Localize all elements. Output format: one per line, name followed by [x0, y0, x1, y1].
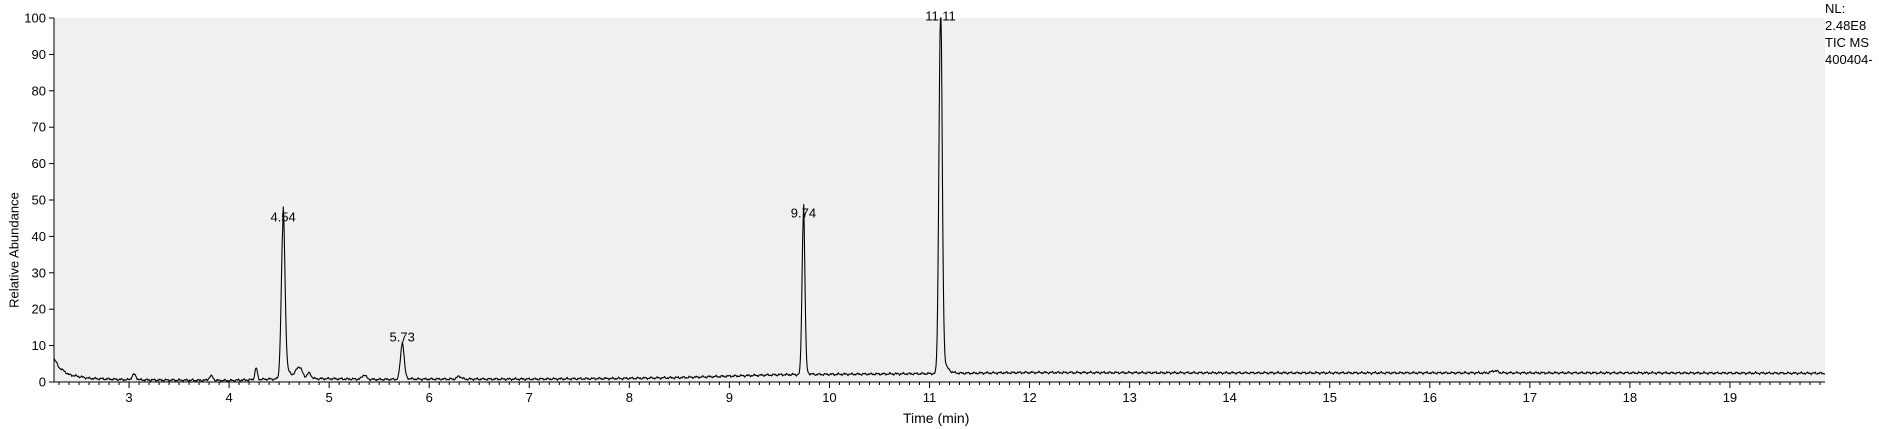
y-tick-label: 50 [32, 193, 46, 208]
y-axis-label-container: Relative Abundance [0, 0, 26, 429]
nl-label: NL: [1825, 1, 1846, 16]
x-tick-label: 14 [1222, 390, 1236, 405]
x-tick-label: 9 [726, 390, 733, 405]
y-axis-label: Relative Abundance [6, 192, 22, 308]
y-tick-label: 40 [32, 229, 46, 244]
x-tick-label: 18 [1623, 390, 1637, 405]
scan-filter: TIC MS [1825, 35, 1870, 50]
x-axis-ticks: 3 4 5 6 7 8 9 10 11 12 13 14 15 16 17 18 19 [125, 382, 1737, 405]
y-tick-label: 20 [32, 302, 46, 317]
y-tick-label: 90 [32, 47, 46, 62]
peak-labels: 4.54 5.73 9.74 11.11 [270, 8, 955, 344]
x-tick-label: 13 [1122, 390, 1136, 405]
x-axis-label: Time (min) [903, 410, 970, 426]
y-tick-label: 70 [32, 120, 46, 135]
x-tick-label: 12 [1022, 390, 1036, 405]
y-tick-label: 100 [24, 11, 46, 26]
peak-label: 5.73 [390, 329, 415, 344]
peak-label: 4.54 [270, 209, 295, 224]
y-tick-label: 10 [32, 338, 46, 353]
x-tick-label: 8 [626, 390, 633, 405]
tic-trace-line [53, 17, 1826, 383]
y-tick-label: 60 [32, 156, 46, 171]
x-tick-label: 10 [822, 390, 836, 405]
x-tick-label: 11 [923, 390, 937, 405]
x-tick-label: 17 [1523, 390, 1537, 405]
x-tick-label: 4 [225, 390, 232, 405]
scan-info-panel: NL: 2.48E8 TIC MS 400404- [1825, 0, 1879, 68]
x-tick-label: 6 [426, 390, 433, 405]
y-tick-label: 80 [32, 83, 46, 98]
x-tick-label: 3 [125, 390, 132, 405]
y-tick-label: 0 [39, 375, 46, 390]
peak-label: 11.11 [925, 8, 956, 23]
y-axis-ticks: 0 10 20 30 40 50 60 70 80 90 100 [24, 11, 54, 390]
y-tick-label: 30 [32, 265, 46, 280]
x-tick-label: 5 [326, 390, 333, 405]
nl-value: 2.48E8 [1825, 18, 1867, 33]
x-tick-label: 19 [1723, 390, 1737, 405]
x-tick-label: 15 [1322, 390, 1336, 405]
x-tick-label: 16 [1423, 390, 1437, 405]
x-tick-label: 7 [526, 390, 533, 405]
peak-label: 9.74 [791, 206, 816, 221]
file-name: 400404- [1825, 52, 1873, 67]
